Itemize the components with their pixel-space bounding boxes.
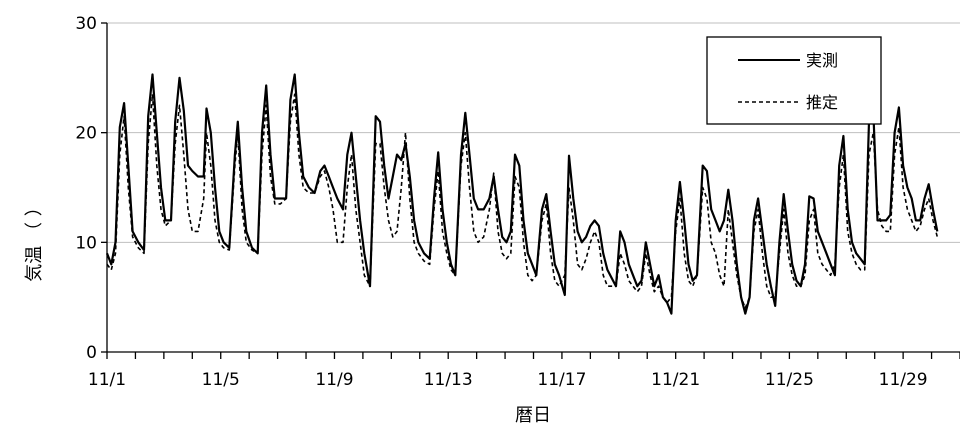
y-axis: 0 10 20 30 <box>75 14 108 363</box>
y-tick-label: 30 <box>75 14 97 34</box>
y-axis-title: 気温 （ ） <box>24 198 45 281</box>
x-tick-label: 11/21 <box>651 370 700 390</box>
legend-label-estimated: 推定 <box>806 93 838 112</box>
y-tick-label: 10 <box>75 233 97 253</box>
y-tick-label: 0 <box>86 343 97 363</box>
x-tick-label: 11/29 <box>879 370 928 390</box>
x-axis-title: 暦日 <box>515 405 551 426</box>
x-tick-label: 11/1 <box>88 370 126 390</box>
series-line-measured <box>105 73 939 315</box>
x-tick-label: 11/9 <box>315 370 353 390</box>
x-tick-label: 11/25 <box>765 370 814 390</box>
series-line-estimated <box>106 93 939 309</box>
plot-series <box>105 73 939 315</box>
legend-box <box>706 36 882 125</box>
y-tick-label: 20 <box>75 124 97 144</box>
legend-label-measured: 実測 <box>806 51 838 70</box>
x-axis: 11/1 11/5 11/9 11/13 11/17 11/21 11/25 11/29 <box>88 351 960 390</box>
x-tick-label: 11/13 <box>424 370 473 390</box>
legend: 実測 推定 <box>706 36 882 125</box>
x-tick-label: 11/17 <box>537 370 586 390</box>
x-tick-label: 11/5 <box>202 370 240 390</box>
